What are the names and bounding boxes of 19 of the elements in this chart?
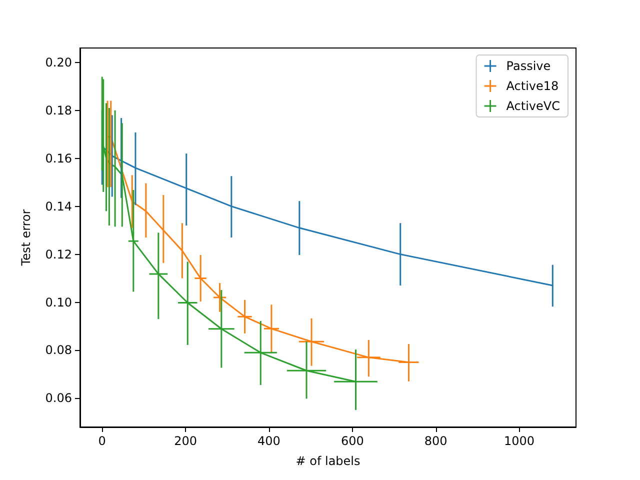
- legend-label: Active18: [506, 79, 559, 93]
- legend-label: Passive: [506, 59, 551, 73]
- y-tick-label: 0.08: [45, 343, 72, 358]
- x-tick-label: 200: [174, 434, 197, 448]
- y-tick-label: 0.12: [45, 247, 72, 262]
- x-tick-label: 0: [98, 434, 106, 448]
- y-tick-label: 0.10: [45, 295, 72, 310]
- y-axis-title: Test error: [19, 209, 33, 267]
- y-tick-label: 0.14: [45, 199, 72, 214]
- legend-label: ActiveVC: [506, 99, 560, 113]
- x-axis-title: # of labels: [296, 454, 360, 468]
- x-tick-label: 1000: [504, 434, 535, 448]
- x-tick-label: 600: [340, 434, 364, 448]
- x-tick-label: 400: [258, 434, 280, 448]
- y-tick-label: 0.18: [45, 103, 72, 118]
- x-tick-label: 800: [424, 434, 448, 448]
- y-tick-label: 0.20: [45, 55, 72, 70]
- y-tick-label: 0.06: [45, 391, 72, 406]
- y-tick-label: 0.16: [45, 151, 72, 166]
